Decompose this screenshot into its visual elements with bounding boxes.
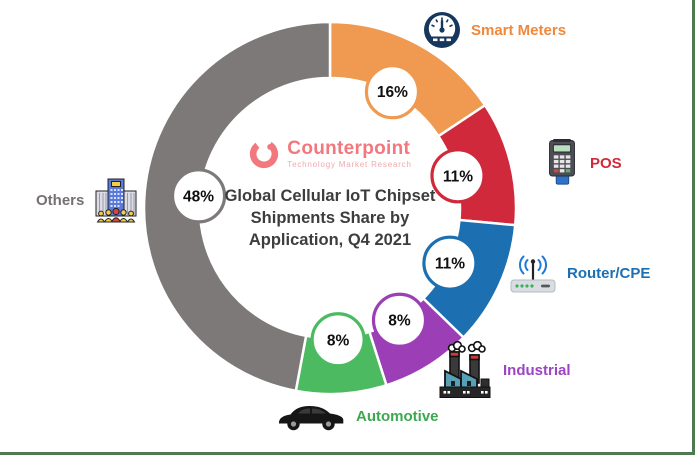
- donut-badge-industrial: [371, 292, 428, 348]
- counterpoint-logo: Counterpoint Technology Market Research: [248, 138, 411, 170]
- donut-badge-router-cpe: [422, 235, 478, 291]
- legend-label-automotive: Automotive: [356, 407, 439, 425]
- car-icon: [279, 406, 344, 431]
- donut-badge-smart-meters: [364, 64, 421, 120]
- legend-item-router: Router/CPE: [509, 251, 650, 295]
- donut-badge-value-automotive: 8%: [327, 332, 350, 349]
- logo-name: Counterpoint: [287, 138, 411, 159]
- counterpoint-logo-icon: [250, 139, 279, 169]
- legend-label-pos: POS: [590, 154, 622, 172]
- legend-label-industrial: Industrial: [503, 361, 571, 379]
- legend-item-others: Others: [36, 177, 138, 223]
- chart-center: Counterpoint Technology Market Research …: [190, 138, 470, 251]
- chart-title-line2: Shipments Share by: [250, 209, 410, 227]
- pos-terminal-icon: [549, 139, 575, 185]
- router-icon: [510, 255, 556, 293]
- donut-badge-pos: [430, 148, 486, 204]
- donut-badge-others: [170, 168, 227, 224]
- logo-subtitle: Technology Market Research: [287, 160, 412, 169]
- donut-badge-value-industrial: 8%: [388, 313, 411, 330]
- donut-badge-value-smart-meters: 16%: [377, 84, 408, 101]
- donut-badge-value-router-cpe: 11%: [435, 256, 465, 273]
- factory-icon: [439, 341, 491, 398]
- chart-title-line1: Global Cellular IoT Chipset: [224, 187, 436, 205]
- legend-label-smart-meters: Smart Meters: [471, 21, 567, 39]
- legend-label-others: Others: [36, 191, 85, 209]
- chart-title: Global Cellular IoT Chipset Shipments Sh…: [190, 185, 470, 251]
- donut-segment-others: [142, 20, 332, 393]
- logo-wordmark: Counterpoint Technology Market Research: [287, 139, 411, 169]
- gauge-icon: [424, 12, 460, 48]
- legend-item-smart-meters: Smart Meters: [423, 11, 566, 49]
- legend-item-pos: POS: [544, 139, 622, 187]
- donut-badge-value-pos: 11%: [443, 168, 473, 185]
- legend-item-automotive: Automotive: [276, 399, 439, 433]
- donut-badge-value-others: 48%: [183, 188, 214, 205]
- donut-badge-automotive: [310, 312, 366, 368]
- legend-label-router: Router/CPE: [567, 264, 651, 282]
- legend-item-industrial: Industrial: [437, 341, 571, 399]
- chart-title-line3: Application, Q4 2021: [248, 231, 412, 249]
- building-people-icon: [95, 178, 137, 223]
